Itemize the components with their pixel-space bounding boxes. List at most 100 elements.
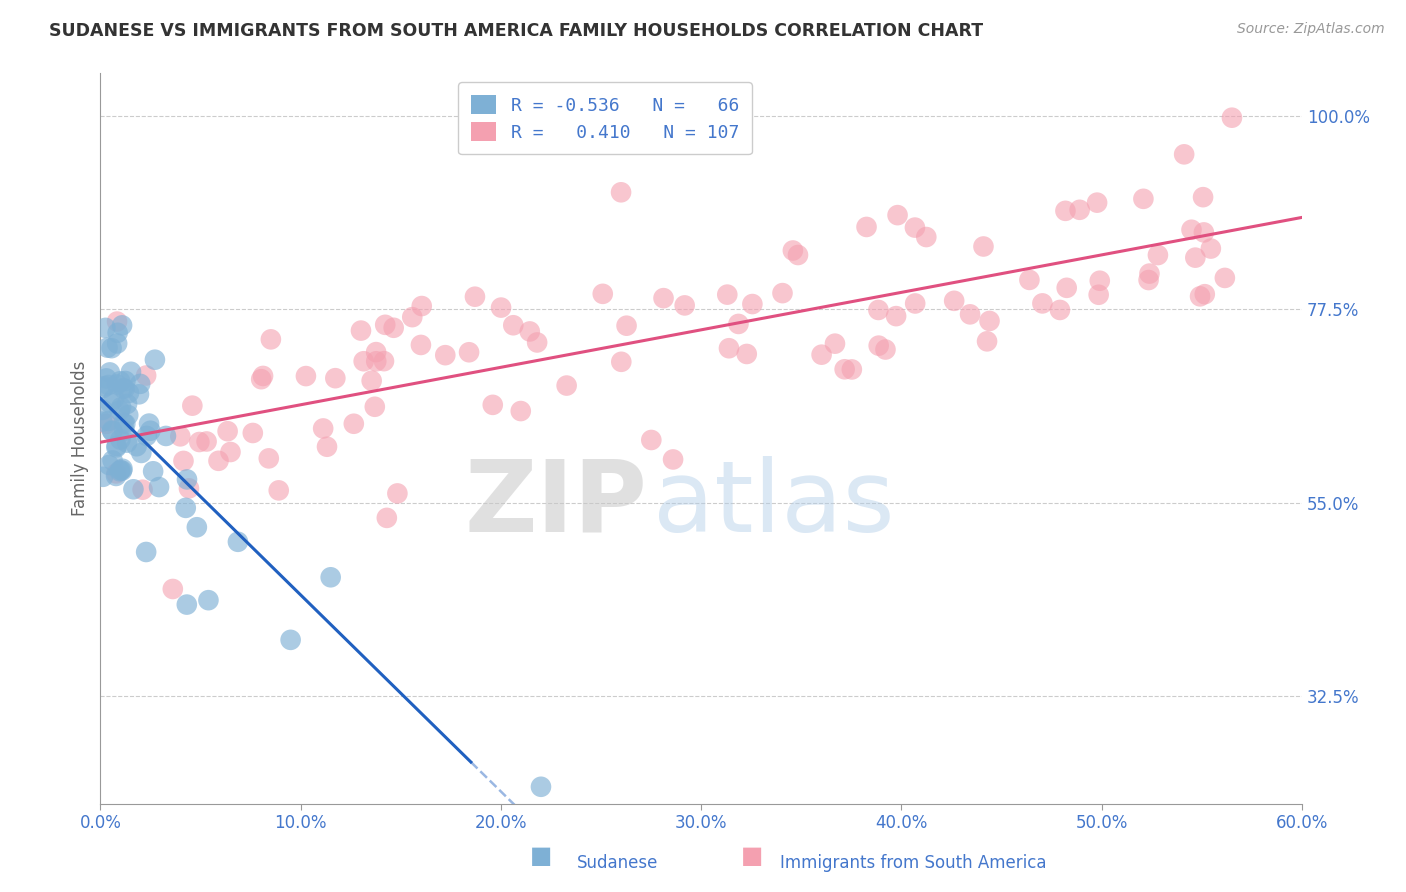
Point: [526, 335, 548, 350]
Point: [131, 446, 153, 460]
Point: [366, 354, 388, 368]
Point: [118, 385, 141, 400]
Point: [96, 417, 118, 431]
Point: [100, 341, 122, 355]
Point: [143, 352, 166, 367]
Point: [111, 464, 134, 478]
Point: [904, 296, 927, 310]
Point: [250, 372, 273, 386]
Point: [115, 435, 138, 450]
Point: [112, 424, 135, 438]
Point: [509, 404, 531, 418]
Text: ■: ■: [741, 844, 763, 868]
Point: [98, 366, 121, 380]
Point: [110, 401, 132, 415]
Point: [108, 374, 131, 388]
Point: [1173, 147, 1195, 161]
Point: [364, 400, 387, 414]
Point: [91, 403, 114, 417]
Point: [125, 439, 148, 453]
Point: [128, 387, 150, 401]
Point: [105, 469, 128, 483]
Point: [101, 425, 124, 439]
Point: [105, 314, 128, 328]
Point: [727, 317, 749, 331]
Point: [360, 374, 382, 388]
Text: atlas: atlas: [654, 456, 894, 553]
Point: [188, 435, 211, 450]
Point: [252, 368, 274, 383]
Point: [875, 343, 897, 357]
Point: [943, 293, 966, 308]
Point: [174, 500, 197, 515]
Point: [131, 483, 153, 497]
Point: [108, 403, 131, 417]
Point: [1085, 195, 1108, 210]
Point: [111, 462, 134, 476]
Point: [1199, 242, 1222, 256]
Point: [257, 451, 280, 466]
Point: [181, 399, 204, 413]
Point: [1192, 226, 1215, 240]
Text: ■: ■: [530, 844, 553, 868]
Point: [142, 464, 165, 478]
Point: [824, 336, 846, 351]
Text: SUDANESE VS IMMIGRANTS FROM SOUTH AMERICA FAMILY HOUSEHOLDS CORRELATION CHART: SUDANESE VS IMMIGRANTS FROM SOUTH AMERIC…: [49, 22, 983, 40]
Point: [810, 348, 832, 362]
Point: [1069, 202, 1091, 217]
Point: [93, 379, 115, 393]
Point: [1137, 273, 1160, 287]
Point: [114, 382, 136, 396]
Point: [530, 780, 553, 794]
Point: [592, 286, 614, 301]
Point: [652, 291, 675, 305]
Point: [979, 314, 1001, 328]
Point: [148, 480, 170, 494]
Point: [96, 371, 118, 385]
Point: [177, 481, 200, 495]
Point: [464, 290, 486, 304]
Y-axis label: Family Households: Family Households: [72, 360, 89, 516]
Point: [387, 486, 409, 500]
Point: [1184, 251, 1206, 265]
Point: [107, 326, 129, 340]
Point: [110, 463, 132, 477]
Point: [162, 582, 184, 596]
Point: [260, 332, 283, 346]
Point: [673, 298, 696, 312]
Point: [787, 248, 810, 262]
Point: [915, 230, 938, 244]
Point: [782, 244, 804, 258]
Point: [350, 324, 373, 338]
Point: [502, 318, 524, 333]
Point: [207, 454, 229, 468]
Point: [97, 378, 120, 392]
Point: [280, 632, 302, 647]
Point: [319, 570, 342, 584]
Point: [489, 301, 512, 315]
Point: [105, 439, 128, 453]
Point: [115, 397, 138, 411]
Point: [312, 421, 335, 435]
Point: [91, 381, 114, 395]
Point: [122, 483, 145, 497]
Point: [834, 362, 856, 376]
Point: [91, 415, 114, 429]
Point: [1056, 281, 1078, 295]
Point: [373, 354, 395, 368]
Point: [959, 307, 981, 321]
Point: [108, 464, 131, 478]
Point: [1213, 271, 1236, 285]
Point: [555, 378, 578, 392]
Point: [101, 453, 124, 467]
Point: [135, 545, 157, 559]
Point: [1088, 274, 1111, 288]
Point: [366, 345, 388, 359]
Point: [98, 458, 121, 472]
Point: [716, 287, 738, 301]
Point: [94, 321, 117, 335]
Point: [735, 347, 758, 361]
Point: [110, 433, 132, 447]
Point: [972, 239, 994, 253]
Point: [1132, 192, 1154, 206]
